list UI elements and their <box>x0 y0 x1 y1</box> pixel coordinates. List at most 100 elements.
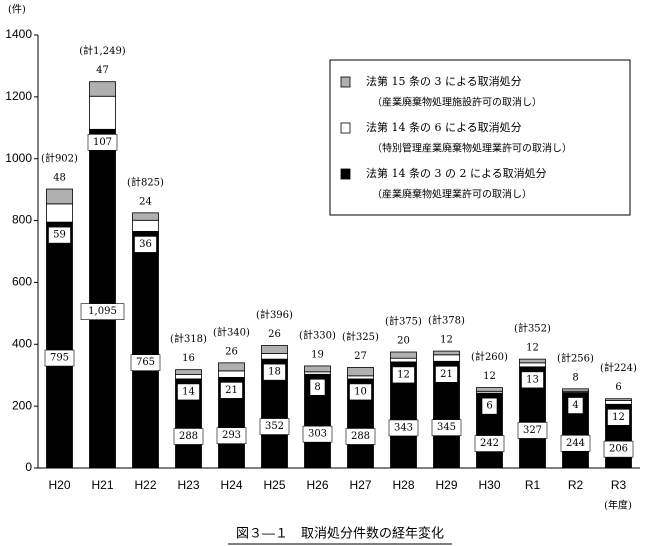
value-label-box <box>220 382 243 399</box>
bar-segment <box>433 354 460 362</box>
bar-segment <box>390 351 417 359</box>
value-label: 36 <box>139 239 152 250</box>
value-label: 13 <box>526 374 539 385</box>
legend-swatch <box>340 122 351 134</box>
total-label: (計330) <box>299 328 336 341</box>
total-label: (計378) <box>428 314 465 327</box>
value-label: 12 <box>483 371 496 382</box>
total-label: (計224) <box>600 361 637 374</box>
value-label: 12 <box>440 335 453 346</box>
total-label: (計256) <box>557 351 594 364</box>
total-label: (計352) <box>514 322 551 335</box>
total-label: (計318) <box>170 332 207 345</box>
bar-segment <box>261 353 288 360</box>
x-tick-label: H23 <box>177 478 199 492</box>
x-tick-label: H28 <box>392 478 414 492</box>
bar-segment <box>218 370 245 378</box>
bar-segment <box>89 95 116 130</box>
value-label: 327 <box>523 425 542 436</box>
value-label: 288 <box>351 431 370 442</box>
legend-label: 法第 15 条の 3 による取消処分 <box>366 74 522 88</box>
value-label: 244 <box>566 438 585 449</box>
x-tick-label: R3 <box>611 478 627 492</box>
bar-segment <box>132 212 159 221</box>
y-tick-label: 1400 <box>5 27 32 41</box>
value-label-box <box>44 349 75 367</box>
value-label: 6 <box>615 382 621 393</box>
value-label-box <box>388 419 419 437</box>
value-label: 8 <box>314 382 320 393</box>
value-label: 18 <box>268 367 281 378</box>
value-label-box <box>259 418 290 435</box>
value-label: 12 <box>612 412 625 423</box>
bar-segment <box>304 365 331 373</box>
value-label: 293 <box>222 430 241 441</box>
value-label: 1,095 <box>88 306 117 317</box>
value-label-box <box>392 366 415 384</box>
total-label: (計375) <box>385 315 422 328</box>
value-label: 343 <box>394 422 413 433</box>
value-label-box <box>134 236 157 253</box>
bar-segment <box>46 188 73 205</box>
bar-segment <box>175 369 202 375</box>
total-label: (計902) <box>41 152 78 165</box>
value-label-box <box>435 365 458 383</box>
value-label-box <box>48 226 71 244</box>
value-label-box <box>474 435 505 452</box>
y-tick-label: 800 <box>12 213 32 227</box>
value-label: 12 <box>397 369 410 380</box>
value-label: 24 <box>139 196 152 207</box>
value-label-box <box>80 303 125 320</box>
y-tick-label: 1200 <box>5 89 32 103</box>
value-label-box <box>560 434 591 452</box>
value-label: 19 <box>311 349 324 360</box>
y-tick-label: 0 <box>25 460 32 474</box>
value-label-box <box>345 428 376 445</box>
value-label: 26 <box>268 329 281 340</box>
value-label: 21 <box>225 385 238 396</box>
bar-segment <box>347 367 374 377</box>
value-label: 352 <box>265 421 284 432</box>
value-label-box <box>431 419 462 436</box>
total-label: (計340) <box>213 325 250 338</box>
bar-segment <box>433 350 460 356</box>
bar-segment <box>519 358 546 364</box>
legend-description: （産業廃棄物処理業許可の取消し） <box>372 188 532 201</box>
bar-segment <box>519 362 546 368</box>
value-label-box <box>216 427 247 444</box>
x-tick-label: R2 <box>568 478 584 492</box>
bar-segment <box>89 81 116 97</box>
x-tick-label: R1 <box>525 478 541 492</box>
total-label: (計825) <box>127 175 164 188</box>
bar-segment <box>347 375 374 380</box>
x-axis-label: (年度) <box>604 499 632 512</box>
value-label: 48 <box>53 173 66 184</box>
value-label-box <box>521 371 544 389</box>
x-tick-label: H24 <box>220 478 242 492</box>
value-label: 47 <box>96 65 109 76</box>
bar-segment <box>175 374 202 380</box>
y-tick-label: 400 <box>12 336 32 350</box>
total-label: (計396) <box>256 308 293 321</box>
value-label: 14 <box>182 386 195 397</box>
value-label-box <box>603 440 634 458</box>
value-label: 26 <box>225 346 238 357</box>
value-label-box <box>607 408 630 426</box>
value-label-box <box>263 363 286 381</box>
bar-segment <box>46 221 73 469</box>
bar-segment <box>89 128 116 469</box>
y-tick-label: 600 <box>12 275 32 289</box>
value-label: 10 <box>354 386 367 397</box>
bar-segment <box>261 345 288 354</box>
total-label: (計260) <box>471 350 508 363</box>
value-label: 21 <box>440 369 453 380</box>
legend-box <box>329 59 631 216</box>
value-label: 288 <box>179 431 198 442</box>
legend-swatch <box>340 168 351 180</box>
legend-description: （特別管理産業廃棄物処理業許可の取消し） <box>372 142 572 155</box>
value-label: 16 <box>182 353 195 364</box>
value-label-box <box>349 383 372 401</box>
value-label: 765 <box>136 357 155 368</box>
value-label-box <box>177 383 200 401</box>
